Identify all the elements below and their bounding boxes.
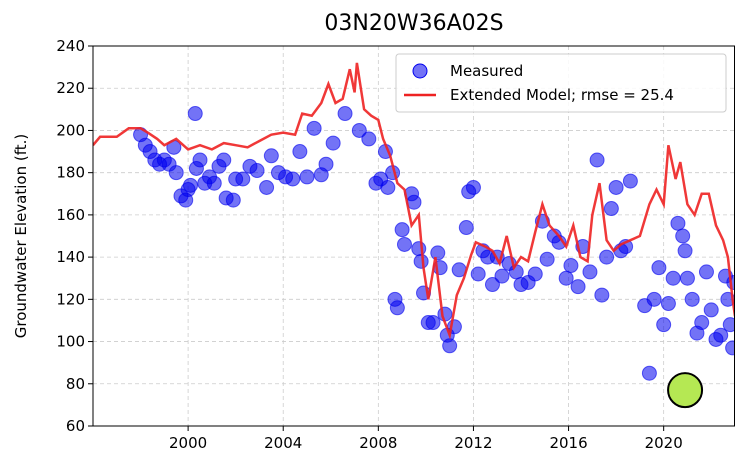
plot-area [93,62,735,381]
measured-point [563,258,579,274]
measured-point [206,175,222,191]
y-tick-label: 160 [56,206,85,224]
measured-point [318,156,334,172]
measured-point [594,287,610,303]
measured-point [646,291,662,307]
measured-point [259,179,275,195]
measured-point [603,201,619,217]
measured-point [660,296,676,312]
y-tick-label: 100 [56,333,85,351]
measured-point [192,152,208,168]
measured-point [494,268,510,284]
measured-point [670,215,686,231]
measured-point [351,122,367,138]
measured-point [651,260,667,276]
measured-point [675,228,691,244]
measured-point [656,317,672,333]
y-tick-label: 60 [66,417,85,435]
measured-point [589,152,605,168]
measured-point [527,266,543,282]
measured-point [235,171,251,187]
measured-point [484,277,500,293]
measured-point [292,144,308,160]
measured-point [458,220,474,236]
x-tick-label: 2000 [169,434,207,452]
measured-point [425,315,441,331]
measured-point [570,279,586,295]
measured-point [337,106,353,122]
legend-label: Measured [450,62,523,80]
measured-point [470,266,486,282]
measured-point [394,222,410,238]
measured-point [325,135,341,151]
measured-point [713,327,729,343]
x-tick-label: 2004 [264,434,302,452]
measured-point [508,264,524,280]
y-tick-label: 180 [56,164,85,182]
measured-point [437,306,453,322]
measured-point [539,251,555,267]
chart-title: 03N20W36A02S [324,11,503,36]
legend-marker [412,63,428,79]
y-tick-label: 140 [56,248,85,266]
y-axis-label: Groundwater Elevation (ft.) [12,134,30,339]
measured-point [679,270,695,286]
measured-point [413,253,429,269]
y-tick-label: 240 [56,37,85,55]
measured-point [725,340,735,356]
measured-point [558,270,574,286]
highlight-point [667,372,704,409]
measured-point [168,165,184,181]
measured-point [411,241,427,257]
measured-point [599,249,615,265]
measured-point [182,177,198,193]
measured-point [665,270,681,286]
y-tick-label: 200 [56,121,85,139]
measured-point [380,179,396,195]
y-tick-label: 120 [56,290,85,308]
model-line [93,62,735,340]
measured-point [442,338,458,354]
measured-point [698,264,714,280]
measured-point [677,243,693,259]
measured-point [722,317,735,333]
measured-point [306,120,322,136]
y-tick-label: 80 [66,375,85,393]
y-tick-label: 220 [56,79,85,97]
measured-point [249,163,265,179]
measured-point [465,179,481,195]
measured-point [703,302,719,318]
measured-point [187,106,203,122]
legend-box [395,53,727,113]
measured-point [684,291,700,307]
measured-point [299,169,315,185]
measured-point [285,171,301,187]
measured-point [216,152,232,168]
measured-point [430,245,446,261]
legend-label: Extended Model; rmse = 25.4 [450,86,674,104]
measured-point [694,315,710,331]
measured-point [582,264,598,280]
measured-point [608,179,624,195]
measured-point [263,148,279,164]
x-tick-label: 2020 [645,434,683,452]
measured-point [361,131,377,147]
x-tick-label: 2008 [359,434,397,452]
measured-point [622,173,638,189]
measured-point [396,236,412,252]
x-tick-label: 2016 [549,434,587,452]
measured-point [641,365,657,381]
measured-point [225,192,241,208]
measured-point [389,300,405,316]
x-tick-label: 2012 [454,434,492,452]
